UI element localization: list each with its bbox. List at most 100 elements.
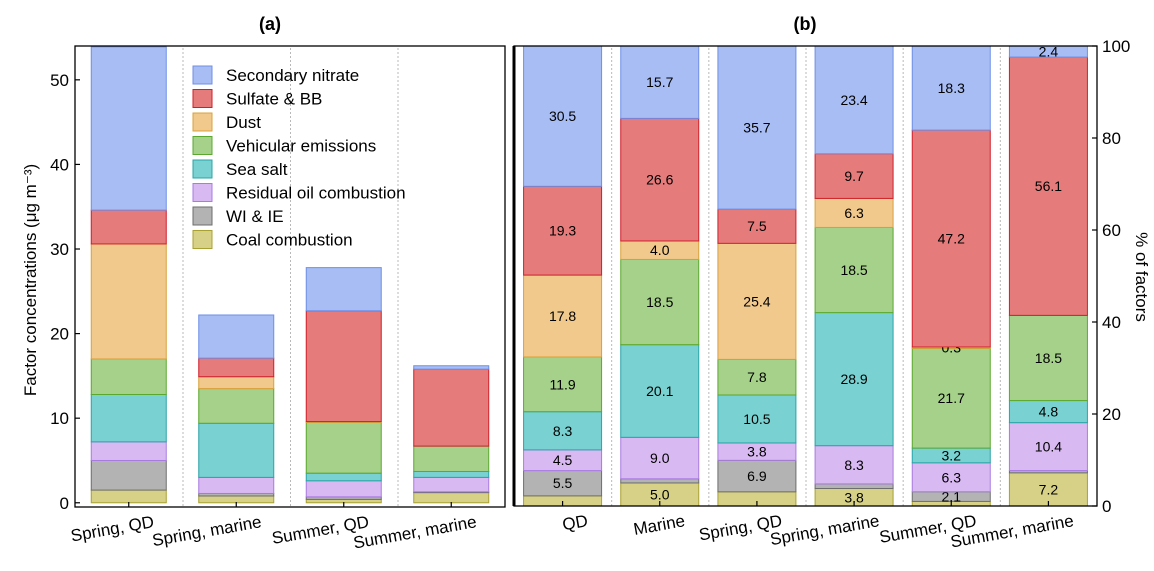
panel-b-data-label: 47.2 [938, 231, 965, 247]
panel-b-data-label: 5.5 [553, 475, 573, 491]
legend-label-sulfate-bb: Sulfate & BB [226, 90, 322, 109]
panel-b-x-tick-label: QD [561, 511, 589, 534]
panel-b-y-tick-label: 80 [1102, 129, 1121, 148]
panel-b-y-tick-label: 60 [1102, 221, 1121, 240]
panel-a-bar-secondary-nitrate [413, 365, 490, 370]
panel-a-bar-coal-combustion [90, 489, 167, 504]
legend-swatch-sea-salt [192, 159, 213, 179]
panel-b-data-label: 4.8 [1039, 404, 1059, 420]
panel-b-data-label: 21.7 [938, 390, 965, 406]
panel-a-y-tick-label: 10 [50, 409, 69, 428]
panel-b-data-label: 6.3 [942, 469, 962, 485]
legend-label-wi-ie: WI & IE [226, 207, 284, 226]
panel-b-bar-wi-ie [814, 483, 894, 490]
panel-b-data-label: 17.8 [549, 308, 576, 324]
panel-a-bar-coal-combustion [413, 492, 490, 504]
panel-b-data-label: 2.4 [1039, 44, 1059, 60]
panel-b-data-label: 18.5 [1035, 350, 1062, 366]
panel-b-data-label: 10.5 [743, 411, 770, 427]
panel-b-bar-vehicular-emissions [523, 356, 603, 413]
panel-b-bars: 5.5 4.5 8.3 11.9 17.8 19.3 30.5 5.0 9.0 20.1 18.5 4… [523, 44, 1088, 507]
panel-b-data-label: 4.0 [650, 242, 670, 258]
panel-a-bar-dust [198, 376, 275, 390]
legend-swatch-vehicular-emissions [192, 136, 213, 155]
panel-a-y-tick-label: 0 [60, 494, 69, 513]
panel-b-bar-secondary-nitrate [814, 45, 894, 155]
panel-b-y-tick-label: 40 [1102, 313, 1121, 332]
panel-b-y-tick-label: 0 [1102, 497, 1111, 516]
panel-b-bar-sulfate-bb [620, 117, 700, 242]
panel-b-bar-sea-salt [523, 411, 603, 451]
panel-a-x-tick-label: Summer, marine [352, 512, 478, 552]
panel-b-data-label: 28.9 [840, 371, 867, 387]
panel-a-bar-wi-ie [90, 459, 167, 491]
panel-a-bar-sea-salt [305, 472, 382, 482]
panel-a-y-tick-label: 40 [50, 155, 69, 174]
panel-a-separators [182, 48, 399, 507]
legend-swatch-sulfate-bb [192, 89, 213, 108]
panel-b-data-label: 7.5 [747, 218, 767, 234]
panel-b-data-label: 6.9 [747, 468, 767, 484]
legend-swatch-secondary-nitrate [192, 65, 213, 85]
panel-b-data-label: 18.5 [646, 294, 673, 310]
legend-swatch-wi-ie [192, 206, 213, 226]
panel-b-data-label: 9.7 [844, 168, 864, 184]
legend-swatch-residual-oil-combustion [192, 183, 213, 202]
panel-b-y-tick-label: 20 [1102, 405, 1121, 424]
panel-a-y-tick-label: 20 [50, 325, 69, 344]
panel-a-y-tick-label: 50 [50, 71, 69, 90]
panel-a-bar-residual-oil-combustion [90, 441, 167, 461]
panel-b-bar-residual-oil-combustion [911, 462, 991, 493]
panel-b-bar-sulfate-bb [717, 208, 797, 244]
panel-a-bar-residual-oil-combustion [198, 476, 275, 494]
panel-b-bar-dust [717, 242, 797, 360]
panel-b-data-label: 3.2 [942, 447, 962, 463]
panel-a-bar-secondary-nitrate [90, 46, 167, 211]
panel-b-data-label: 30.5 [549, 108, 576, 124]
panel-b-bar-vehicular-emissions [620, 258, 700, 346]
panel-b-bar-wi-ie [717, 459, 797, 493]
panel-b-bar-residual-oil-combustion [620, 436, 700, 480]
panel-b-bar-secondary-nitrate [911, 45, 991, 131]
panel-b-data-label: 7.8 [747, 369, 767, 385]
panel-a-title: (a) [259, 14, 281, 34]
panel-a-bar-secondary-nitrate [198, 314, 275, 359]
panel-b-bar-vehicular-emissions [1008, 314, 1088, 402]
panel-b-bar-dust [814, 197, 894, 228]
panel-b-bar-sea-salt [717, 394, 797, 444]
panel-a-bar-sea-salt [198, 422, 275, 478]
legend-swatch-dust [192, 112, 213, 132]
panel-b-title: (b) [794, 14, 817, 34]
panel-b-data-label: 8.3 [844, 457, 864, 473]
panel-a-bar-sea-salt [90, 393, 167, 443]
panel-b-x-tick-label: Spring, marine [769, 511, 881, 549]
panel-a: (a) Factor concentrations (μg m⁻³) 0 10 20… [21, 14, 506, 553]
legend-label-coal-combustion: Coal combustion [226, 231, 353, 250]
panel-b-data-label: 10.4 [1035, 439, 1062, 455]
panel-a-bar-coal-combustion [198, 495, 275, 504]
panel-b-bar-sulfate-bb [523, 185, 603, 276]
panel-a-y-ticks: 0 10 20 30 40 50 [50, 71, 80, 513]
panel-b-data-label: 18.3 [938, 80, 965, 96]
panel-a-bar-sulfate-bb [305, 310, 382, 423]
panel-b-bar-sea-salt [620, 344, 700, 438]
legend-label-secondary-nitrate: Secondary nitrate [226, 66, 359, 85]
panel-b-bar-wi-ie [620, 478, 700, 484]
panel-a-bar-sulfate-bb [90, 209, 167, 245]
panel-a-bar-sulfate-bb [413, 368, 490, 447]
panel-a-ylabel: Factor concentrations (μg m⁻³) [21, 164, 40, 396]
legend-label-residual-oil-combustion: Residual oil combustion [226, 184, 406, 203]
panel-b-data-label: 5.0 [650, 486, 670, 502]
panel-b-data-label: 20.1 [646, 383, 673, 399]
legend-label-vehicular-emissions: Vehicular emissions [226, 137, 376, 156]
panel-a-bar-vehicular-emissions [305, 421, 382, 474]
panel-a-y-tick-label: 30 [50, 240, 69, 259]
panel-b-data-label: 15.7 [646, 74, 673, 90]
panel-b-data-label: 35.7 [743, 120, 770, 136]
legend-label-sea-salt: Sea salt [226, 160, 288, 179]
legend: Secondary nitrate Sulfate & BB Dust Vehicul… [192, 65, 406, 250]
panel-b: (b) % of factors 5.5 4.5 8.3 11.9 17.8 19.3 30… [512, 14, 1151, 552]
